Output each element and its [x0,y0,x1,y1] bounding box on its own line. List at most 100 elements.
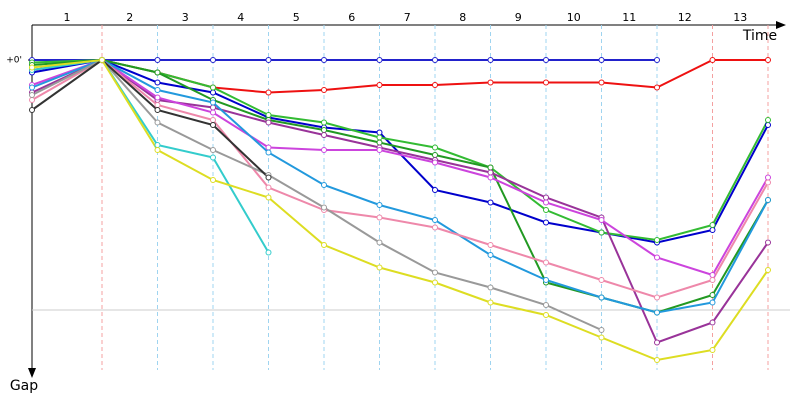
point [487,299,494,306]
point [210,57,216,63]
y-tick-label: +0' [6,56,22,66]
point [487,284,494,291]
point [432,57,438,63]
point [598,277,605,283]
series-line [31,58,769,277]
point [154,94,161,101]
point [154,57,161,63]
series-line [31,58,769,244]
series-line [31,58,602,331]
point [265,57,272,63]
point [543,79,549,86]
series-line [31,58,769,362]
point [654,57,660,63]
point [543,219,549,226]
lap-label: 3 [182,11,189,24]
lap-label: 2 [126,11,133,24]
point [654,84,660,91]
point [765,267,771,273]
point [432,269,438,276]
point [265,119,272,126]
series-line [31,58,769,314]
point [29,64,35,71]
series-line [31,58,769,242]
point [29,107,35,113]
point [654,294,660,301]
point [210,154,216,161]
point [210,122,216,128]
point [543,199,549,206]
lap-label: 5 [293,11,300,24]
point [376,214,383,221]
point [598,294,605,301]
point [321,87,327,93]
lap-label: 13 [733,11,747,24]
point [487,169,494,176]
point [321,119,327,126]
point [543,277,549,283]
lap-label: 1 [64,11,71,24]
point [154,107,161,113]
point [154,87,161,93]
point [709,299,716,306]
point [29,92,35,98]
point [210,84,216,91]
point [210,89,216,96]
point [487,242,494,248]
point [487,164,494,171]
point [210,117,216,123]
point [265,149,272,156]
point [154,147,161,153]
point [432,217,438,223]
lap-label: 8 [459,11,466,24]
point [432,144,438,151]
point [210,99,216,106]
point [265,184,272,191]
point [321,204,327,211]
point [376,139,383,146]
point [29,84,35,91]
lap-label: 12 [678,11,692,24]
point [154,142,161,148]
point [598,79,605,86]
point [265,194,272,201]
point [709,347,716,353]
point [654,254,660,261]
point [598,57,605,63]
point [376,264,383,271]
point [598,334,605,341]
point [210,177,216,183]
point [543,312,549,318]
point [709,272,716,278]
point [265,249,272,256]
x-axis-label: Time [742,28,777,44]
point [598,217,605,223]
point [709,277,716,283]
y-axis-arrow [28,368,36,378]
point [709,57,716,63]
point [709,222,716,228]
point [210,109,216,116]
point [487,252,494,258]
point [321,182,327,188]
lap-label: 11 [622,11,636,24]
point [154,119,161,126]
point [99,57,105,63]
point [321,132,327,138]
point [210,104,216,111]
point [654,339,660,346]
point [376,57,383,63]
point [432,279,438,286]
point [432,159,438,166]
lap-label: 6 [348,11,355,24]
point [29,97,35,103]
point [487,199,494,206]
point [265,174,272,181]
point [765,179,771,186]
point [376,239,383,246]
point [709,292,716,298]
point [598,229,605,236]
series-line [31,58,769,299]
